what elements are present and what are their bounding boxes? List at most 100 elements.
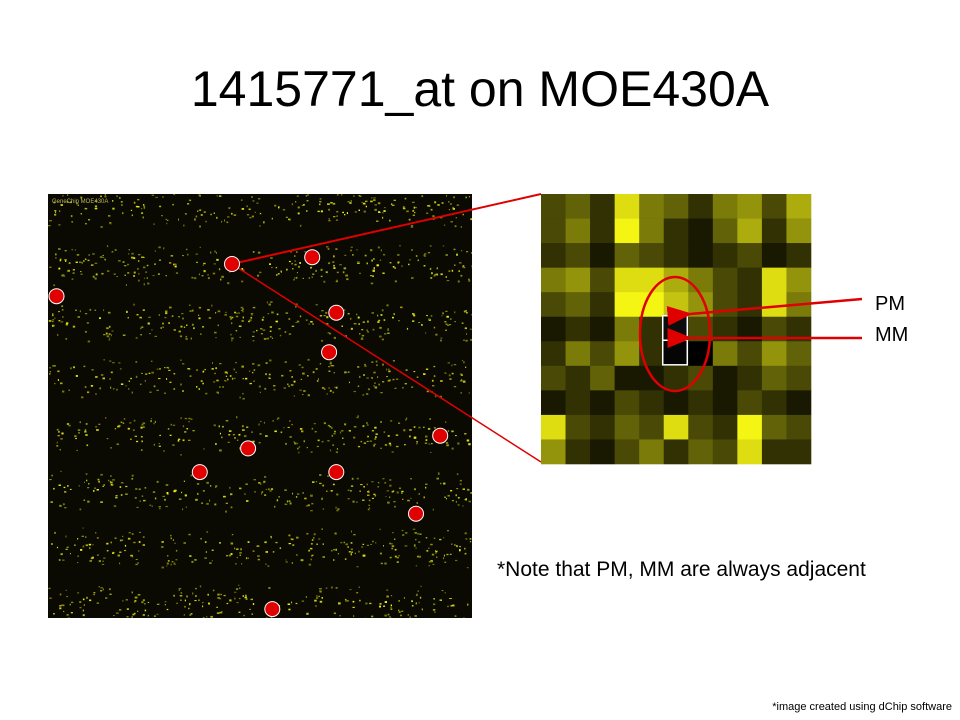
zoom-pixel <box>541 267 566 293</box>
zoom-pixel <box>614 365 640 391</box>
zoom-inset <box>541 194 812 465</box>
zoom-pixel <box>565 365 591 391</box>
zoom-pixel <box>565 292 591 318</box>
probe-markers <box>48 249 449 618</box>
zoom-pixel <box>639 390 665 416</box>
zoom-pixel <box>541 341 566 367</box>
zoom-pixel <box>712 439 738 465</box>
zoom-pixel <box>688 243 714 268</box>
zoom-pixel <box>590 341 615 367</box>
zoom-pixel <box>786 341 812 367</box>
probe-marker <box>304 249 321 266</box>
zoom-pixel <box>663 218 689 244</box>
zoom-pixel <box>688 414 714 440</box>
zoom-pixel <box>565 341 591 367</box>
zoom-pixel <box>541 292 566 318</box>
zoom-pixel <box>761 414 787 440</box>
chip-scan-image: GeneChip MOE430A <box>48 194 472 618</box>
zoom-pixel <box>663 194 689 219</box>
zoom-pixel <box>761 194 787 219</box>
zoom-pixel <box>565 414 591 440</box>
zoom-pixel <box>614 316 640 342</box>
pm-cell-outline <box>661 314 689 342</box>
zoom-pixel <box>565 218 591 244</box>
chip-caption: GeneChip MOE430A <box>52 199 108 205</box>
zoom-pixel <box>786 414 812 440</box>
probe-marker <box>321 344 338 361</box>
zoom-pixel <box>614 390 640 416</box>
zoom-pixel <box>761 218 787 244</box>
zoom-pixel <box>688 218 714 244</box>
zoom-pixel <box>712 341 738 367</box>
pm-label: PM <box>875 293 905 315</box>
zoom-pixel <box>712 194 738 219</box>
zoom-pixel <box>761 292 787 318</box>
zoom-pixel <box>565 390 591 416</box>
zoom-pixel <box>712 365 738 391</box>
zoom-pixel <box>663 292 689 318</box>
zoom-pixel <box>737 390 763 416</box>
zoom-pixel <box>565 439 591 465</box>
zoom-pixel <box>786 267 812 293</box>
zoom-pixel <box>761 243 787 268</box>
zoom-pixel <box>590 292 615 318</box>
zoom-pixel <box>786 243 812 268</box>
zoom-pixel <box>614 341 640 367</box>
zoom-pixel <box>737 365 763 391</box>
probe-marker <box>224 256 240 272</box>
pm-arrow <box>666 297 863 326</box>
zoom-pixel <box>737 439 763 465</box>
zoom-pixel <box>688 439 714 465</box>
probe-marker <box>264 601 281 618</box>
zoom-pixel <box>639 267 665 293</box>
zoom-pixel <box>688 365 714 391</box>
zoom-pixel <box>688 267 714 293</box>
zoom-pixel <box>712 390 738 416</box>
zoom-pixel <box>786 218 812 244</box>
zoom-pixel <box>541 439 566 465</box>
zoom-pixel <box>590 243 615 268</box>
zoom-pixel <box>565 267 591 293</box>
mm-label: MM <box>875 324 908 346</box>
zoom-pixel <box>761 341 787 367</box>
zoom-pixel <box>590 218 615 244</box>
zoom-pixel <box>614 243 640 268</box>
zoom-pixel <box>737 218 763 244</box>
zoom-pixel <box>737 414 763 440</box>
zoom-pixel <box>737 267 763 293</box>
probe-marker <box>48 288 65 305</box>
zoom-pixel <box>614 439 640 465</box>
zoom-pixel <box>639 194 665 219</box>
zoom-pixel <box>565 316 591 342</box>
zoom-pixel <box>565 194 591 219</box>
zoom-pixel <box>590 414 615 440</box>
software-credit: *image created using dChip software <box>772 701 952 713</box>
zoom-line-top <box>231 193 542 265</box>
zoom-pixel <box>590 390 615 416</box>
zoom-pixel <box>614 194 640 219</box>
zoom-pixel <box>541 414 566 440</box>
zoom-pixel <box>639 439 665 465</box>
zoom-pixel <box>737 194 763 219</box>
zoom-pixel <box>590 439 615 465</box>
zoom-pixel <box>786 194 812 219</box>
zoom-pixel <box>590 194 615 219</box>
probe-pair-ellipse <box>638 275 712 393</box>
zoom-pixel <box>614 218 640 244</box>
zoom-pixel <box>614 414 640 440</box>
zoom-pixel <box>712 292 738 318</box>
zoom-pixel <box>712 414 738 440</box>
zoom-pixel <box>688 390 714 416</box>
zoom-pixel <box>737 243 763 268</box>
zoom-pixel <box>614 292 640 318</box>
zoom-pixel <box>663 414 689 440</box>
zoom-pixel <box>663 439 689 465</box>
zoom-pixel <box>639 316 665 342</box>
zoom-pixel <box>541 390 566 416</box>
zoom-pixel <box>663 365 689 391</box>
zoom-pixel <box>565 243 591 268</box>
probe-marker <box>432 427 449 444</box>
zoom-pixel <box>614 267 640 293</box>
zoom-pixel <box>786 390 812 416</box>
